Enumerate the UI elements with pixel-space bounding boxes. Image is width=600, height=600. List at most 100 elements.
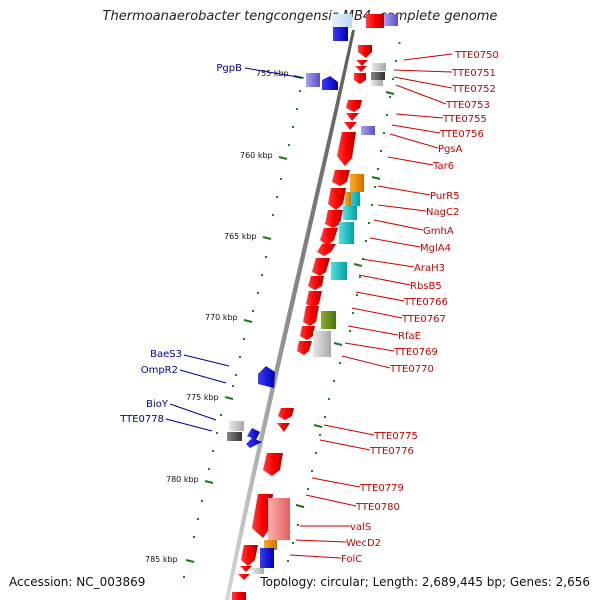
gene-label[interactable]: MglA4 [420,243,451,254]
gene-arrow [317,244,336,256]
topology-text: Topology: circular; Length: 2,689,445 bp… [260,575,590,589]
tick-mark [204,480,214,484]
gene-arrow [332,170,350,186]
gene-label[interactable]: OmpR2 [141,365,178,376]
map-title: Thermoanaerobacter tengcongensis MB4, co… [102,9,498,24]
tick-mark [243,319,253,323]
gene-label[interactable]: PgsA [438,144,463,155]
gene-arrow [337,132,356,166]
tick-label: 780 kbp [166,475,199,484]
gene-arrow [263,453,283,476]
left-leader-lines [165,67,305,432]
gene-label[interactable]: TTE0755 [442,114,487,125]
gene-arrow [346,100,362,112]
gene-label[interactable]: BioY [146,399,169,410]
gene-arrow [258,366,275,388]
gene-label[interactable]: TTE0778 [119,414,164,425]
gene-label[interactable]: WecD2 [346,538,381,549]
gene-arrow [240,566,252,572]
top-genes [332,14,398,41]
gene-label[interactable]: PgpB [216,63,242,74]
gene-arrow [247,428,260,440]
inner-dotted-track [183,90,301,578]
right-gene-labels: TTE0750 TTE0751 TTE0752 TTE0753 TTE0755 … [341,50,499,565]
gene-label[interactable]: valS [350,522,371,533]
left-strand-genes [227,73,338,448]
gene-arrow [384,14,398,26]
gene-label[interactable]: TTE0756 [439,129,484,140]
gene-arrow [246,438,262,448]
gene-label[interactable]: AraH3 [414,263,445,274]
gene-arrow [300,326,315,340]
gene-box [345,192,351,206]
accession-text: Accession: NC_003869 [9,575,146,589]
right-strand-genes [232,45,386,600]
gene-arrow [355,66,367,72]
gene-arrow [241,545,258,566]
gene-label[interactable]: TTE0775 [373,431,418,442]
gene-box [339,222,354,244]
gene-label[interactable]: Tar6 [432,161,454,172]
gene-label[interactable]: TTE0767 [401,314,446,325]
gene-label[interactable]: BaeS3 [150,349,182,360]
gene-label[interactable]: FolC [341,554,362,565]
gene-label[interactable]: TTE0750 [454,50,499,61]
gene-label[interactable]: NagC2 [426,207,459,218]
gene-label[interactable]: TTE0753 [445,100,490,111]
tick-label: 785 kbp [145,555,178,564]
gene-label[interactable]: RbsB5 [410,281,442,292]
gene-label[interactable]: GmhA [423,226,454,237]
gene-label[interactable]: TTE0752 [451,84,496,95]
gene-arrow [344,122,357,130]
gene-box [252,568,264,574]
gene-arrow [297,341,312,355]
outer-minor-ticks [295,91,395,508]
kbp-scale: 755 kbp 760 kbp 765 kbp 770 kbp 775 kbp … [145,69,303,564]
tick-mark [278,156,288,160]
gene-box [331,262,347,280]
gene-arrow [354,73,366,84]
gene-arrow [320,228,338,246]
gene-label[interactable]: TTE0779 [359,483,404,494]
gene-label[interactable]: TTE0776 [369,446,414,457]
gene-arrow [358,45,372,58]
gene-box [227,432,242,441]
gene-box [350,174,364,192]
gene-box [343,206,357,220]
gene-box [313,331,331,357]
gene-box [306,73,320,87]
gene-label[interactable]: TTE0766 [403,297,448,308]
genome-backbone [225,30,355,600]
gene-arrow [366,14,384,28]
gene-arrow [333,27,348,41]
tick-mark [224,396,234,400]
gene-box [371,80,383,86]
tick-label: 770 kbp [205,313,238,322]
gene-box [260,548,274,568]
gene-arrow [328,188,346,210]
gene-arrow [325,210,343,228]
gene-box [361,126,375,135]
gene-arrow [252,494,273,538]
gene-arrow [332,14,352,28]
gene-box [371,72,385,80]
gene-label[interactable]: TTE0770 [389,364,434,375]
gene-box [264,540,277,550]
gene-arrow [312,258,330,276]
gene-arrow [277,423,290,432]
gene-label[interactable]: TTE0769 [393,347,438,358]
tick-label: 765 kbp [224,232,257,241]
gene-arrow [306,291,322,308]
gene-box [232,592,246,600]
gene-label[interactable]: PurR5 [430,191,460,202]
tick-mark [262,236,272,240]
gene-label[interactable]: TTE0780 [355,502,400,513]
outer-dotted-track [282,42,401,580]
gene-label[interactable]: RfaE [398,331,421,342]
gene-label[interactable]: TTE0751 [451,68,496,79]
gene-arrow [303,306,319,326]
gene-arrow [238,574,250,580]
right-leader-lines [289,53,453,559]
gene-arrow [278,408,294,420]
